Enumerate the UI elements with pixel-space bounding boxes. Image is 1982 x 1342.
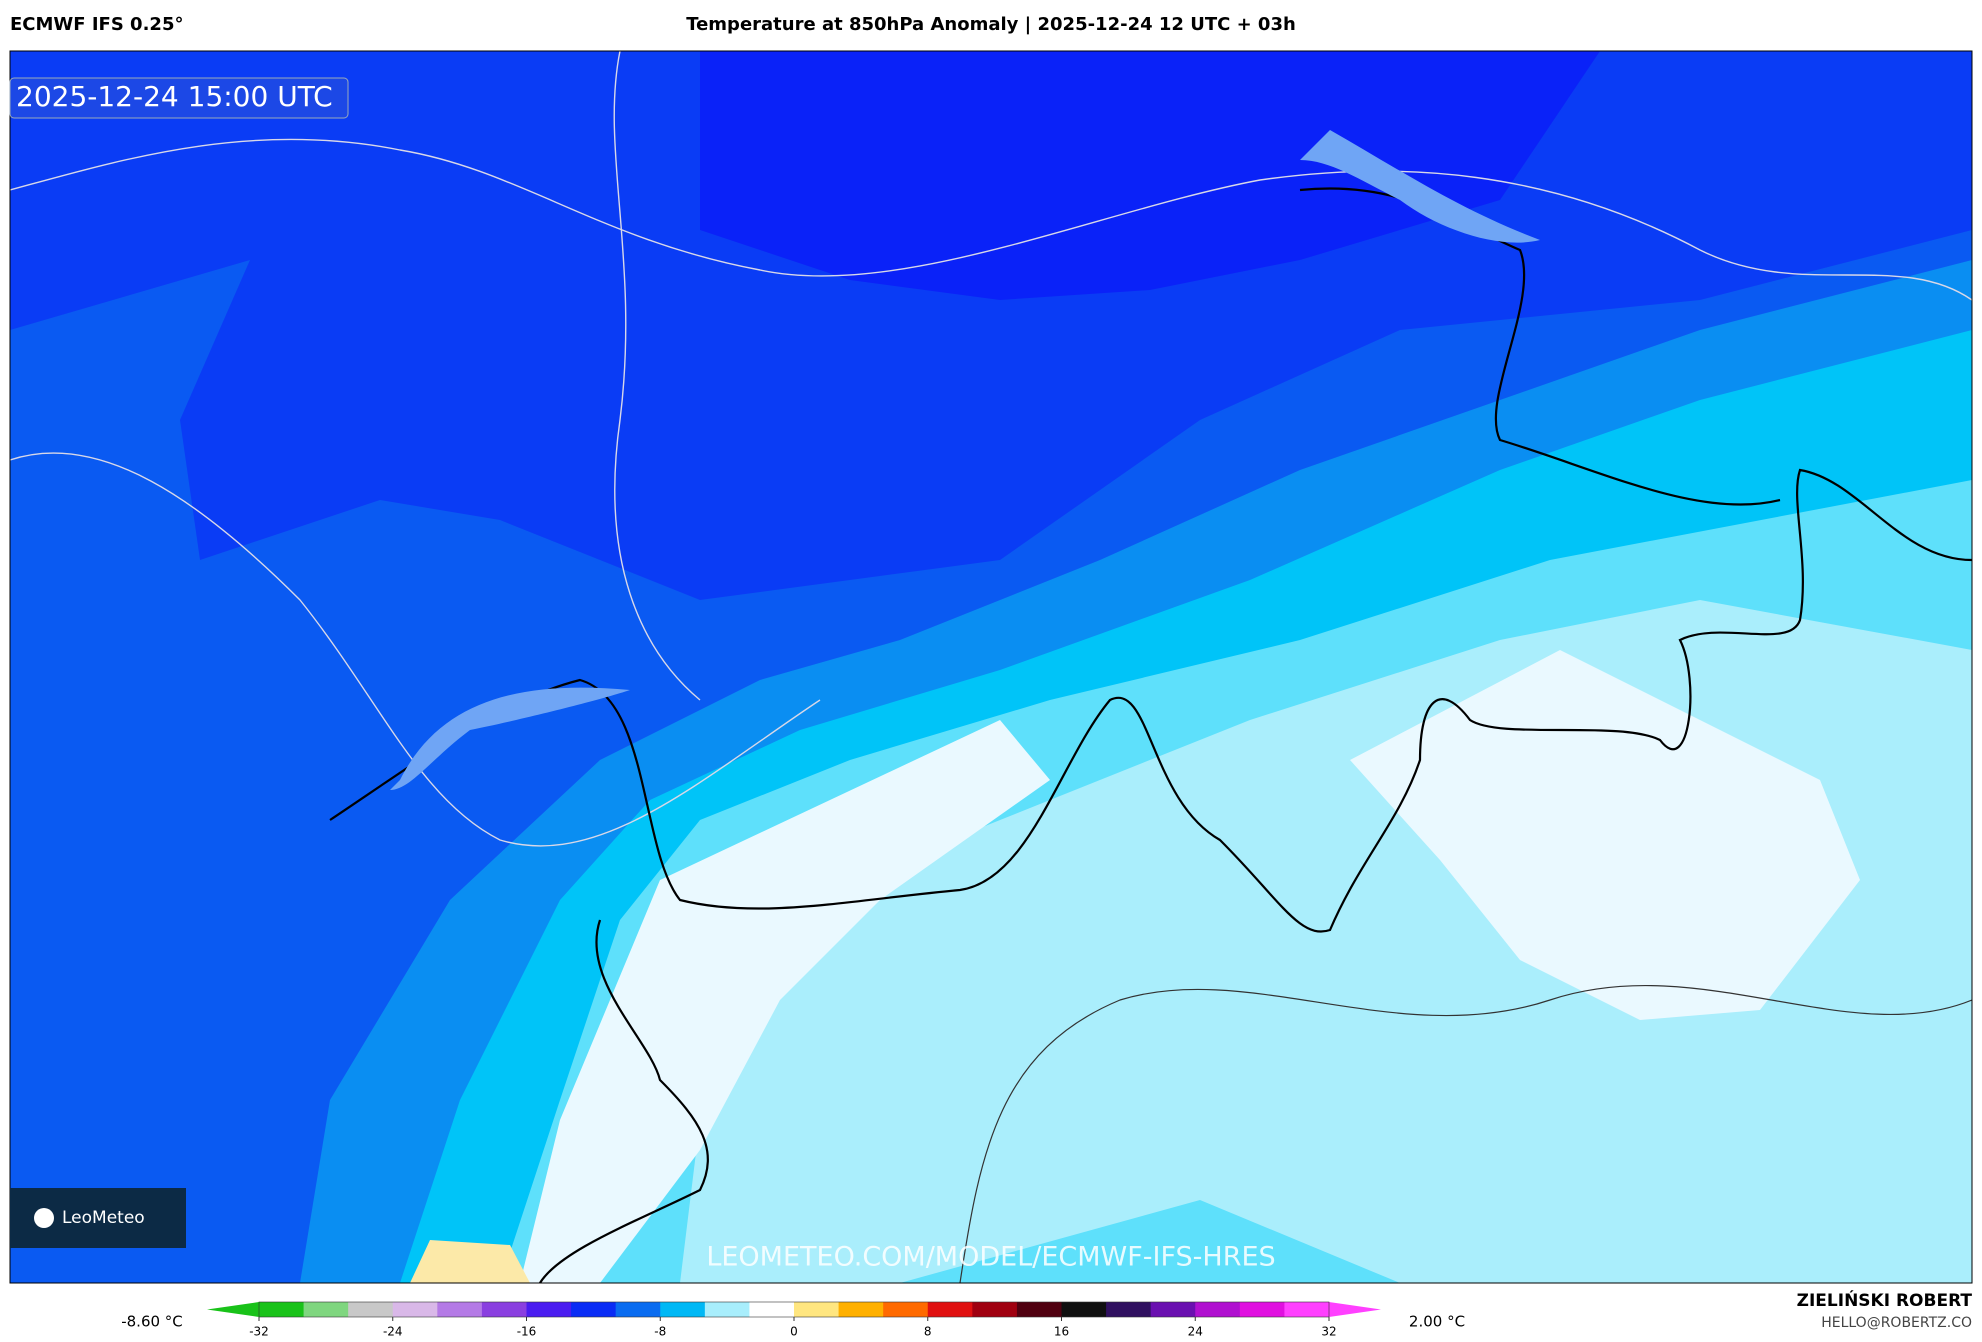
colorbar-segment — [615, 1302, 661, 1317]
colorbar-tick-label: 32 — [1321, 1325, 1336, 1339]
contour — [700, 51, 1600, 300]
colorbar-segment — [526, 1302, 572, 1317]
colorbar-tick-label: -16 — [517, 1325, 537, 1339]
national-border — [539, 919, 709, 1283]
colorbar-extend-high — [1329, 1302, 1381, 1317]
author: ZIELIŃSKI ROBERT — [1797, 1289, 1973, 1311]
contour — [1350, 650, 1860, 1020]
colorbar: -32 -24 -16 -8 0 8 16 24 32 — [207, 1301, 1381, 1339]
watermark: LEOMETEO.COM/MODEL/ECMWF-IFS-HRES — [706, 1242, 1275, 1273]
colorbar-tick-label: 24 — [1188, 1325, 1203, 1339]
border — [613, 51, 701, 701]
map-frame — [9, 50, 1973, 1284]
border — [959, 985, 1972, 1283]
colorbar-segment — [749, 1302, 795, 1317]
colorbar-segment — [481, 1302, 527, 1317]
lake — [1300, 130, 1540, 243]
colorbar-segment — [704, 1302, 750, 1317]
colorbar-segment — [927, 1302, 973, 1317]
colorbar-segment — [348, 1302, 394, 1317]
time-box — [9, 77, 349, 119]
border — [10, 452, 821, 847]
border — [10, 138, 1972, 301]
colorbar-segment — [303, 1302, 349, 1317]
colorbar-segment — [660, 1302, 706, 1317]
logo-sun — [34, 1208, 54, 1228]
contact: HELLO@ROBERTZ.CO — [1821, 1315, 1972, 1331]
colorbar-segment — [437, 1302, 483, 1317]
colorbar-segment — [1106, 1302, 1152, 1317]
colorbar-segment — [883, 1302, 929, 1317]
colorbar-segment — [1061, 1302, 1107, 1317]
model-name: ECMWF IFS 0.25° — [10, 14, 183, 35]
colorbar-segment — [972, 1302, 1018, 1317]
colorbar-segment — [1284, 1302, 1330, 1317]
colorbar-tick-label: 16 — [1054, 1325, 1069, 1339]
colorbar-extend-low — [207, 1302, 259, 1317]
colorbar-tick-label: 8 — [924, 1325, 932, 1339]
colorbar-tick-label: -24 — [383, 1325, 403, 1339]
valid-time: 2025-12-24 15:00 UTC — [16, 80, 333, 113]
map-title: Temperature at 850hPa Anomaly | 2025-12-… — [686, 14, 1296, 35]
map: 2025-12-24 15:00 UTC LeoMeteo LEOMETEO.C… — [9, 50, 1973, 1284]
colorbar-segment — [259, 1302, 305, 1317]
national-border — [329, 468, 1972, 933]
colorbar-segment — [1195, 1302, 1241, 1317]
colorbar-segment — [392, 1302, 438, 1317]
colorbar-segment — [794, 1302, 840, 1317]
colorbar-segment — [1239, 1302, 1285, 1317]
colorbar-segment — [1016, 1302, 1062, 1317]
colorbar-segment — [1150, 1302, 1196, 1317]
colorbar-segment — [571, 1302, 617, 1317]
colorbar-tick-label: 0 — [790, 1325, 798, 1339]
contour — [520, 720, 1050, 1283]
colorbar-max: 2.00 °C — [1409, 1313, 1465, 1331]
contour — [410, 1240, 530, 1283]
lake — [390, 687, 630, 790]
colorbar-segment — [838, 1302, 884, 1317]
colorbar-min: -8.60 °C — [121, 1313, 183, 1331]
colorbar-tick-label: -32 — [249, 1325, 269, 1339]
colorbar-tick-label: -8 — [654, 1325, 666, 1339]
logo-text: LeoMeteo — [62, 1208, 145, 1228]
